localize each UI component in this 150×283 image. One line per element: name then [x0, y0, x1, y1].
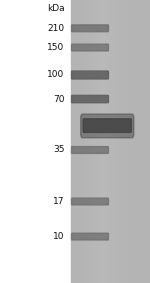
- Bar: [70, 0, 150, 283]
- Bar: [82, 0, 84, 283]
- Bar: [80, 0, 81, 283]
- Bar: [89, 0, 90, 283]
- Bar: [120, 0, 121, 283]
- FancyBboxPatch shape: [83, 119, 131, 132]
- Bar: [81, 0, 82, 283]
- Bar: [76, 0, 77, 283]
- Bar: [106, 0, 108, 283]
- Text: 210: 210: [47, 24, 64, 33]
- Bar: [134, 0, 135, 283]
- Text: 35: 35: [53, 145, 64, 155]
- Bar: [142, 0, 143, 283]
- FancyBboxPatch shape: [72, 71, 108, 79]
- Bar: [73, 0, 74, 283]
- Bar: [138, 0, 139, 283]
- Bar: [133, 0, 134, 283]
- Bar: [109, 0, 110, 283]
- Text: 17: 17: [53, 197, 64, 206]
- Bar: [145, 0, 146, 283]
- Bar: [116, 0, 117, 283]
- Bar: [143, 0, 145, 283]
- Bar: [121, 0, 122, 283]
- Bar: [105, 0, 106, 283]
- Bar: [149, 0, 150, 283]
- Bar: [122, 0, 123, 283]
- Bar: [90, 0, 92, 283]
- Bar: [88, 0, 89, 283]
- Bar: [72, 0, 73, 283]
- Bar: [123, 0, 125, 283]
- Bar: [104, 0, 105, 283]
- Bar: [78, 0, 80, 283]
- FancyBboxPatch shape: [72, 147, 108, 153]
- Bar: [110, 0, 112, 283]
- Bar: [114, 0, 116, 283]
- Bar: [85, 0, 86, 283]
- Bar: [141, 0, 142, 283]
- Bar: [97, 0, 98, 283]
- Bar: [147, 0, 149, 283]
- Bar: [131, 0, 133, 283]
- FancyBboxPatch shape: [81, 114, 134, 138]
- Bar: [96, 0, 97, 283]
- Bar: [98, 0, 100, 283]
- Bar: [135, 0, 137, 283]
- Bar: [125, 0, 126, 283]
- Bar: [101, 0, 102, 283]
- Bar: [126, 0, 127, 283]
- Bar: [108, 0, 109, 283]
- Text: kDa: kDa: [47, 4, 64, 13]
- Bar: [93, 0, 94, 283]
- Bar: [118, 0, 120, 283]
- Bar: [77, 0, 78, 283]
- Bar: [139, 0, 141, 283]
- FancyBboxPatch shape: [72, 233, 108, 240]
- Bar: [100, 0, 101, 283]
- FancyBboxPatch shape: [72, 198, 108, 205]
- Bar: [84, 0, 85, 283]
- Bar: [102, 0, 104, 283]
- FancyBboxPatch shape: [72, 44, 108, 51]
- Bar: [94, 0, 96, 283]
- FancyBboxPatch shape: [72, 25, 108, 32]
- Text: 70: 70: [53, 95, 64, 104]
- Text: 100: 100: [47, 70, 64, 80]
- Bar: [113, 0, 114, 283]
- Bar: [146, 0, 147, 283]
- Bar: [117, 0, 118, 283]
- Bar: [74, 0, 76, 283]
- Bar: [129, 0, 130, 283]
- Bar: [130, 0, 131, 283]
- Bar: [128, 0, 129, 283]
- Bar: [86, 0, 88, 283]
- Text: 10: 10: [53, 232, 64, 241]
- Bar: [137, 0, 138, 283]
- Bar: [112, 0, 113, 283]
- FancyBboxPatch shape: [72, 95, 108, 103]
- Bar: [70, 0, 72, 283]
- Bar: [92, 0, 93, 283]
- Text: 150: 150: [47, 43, 64, 52]
